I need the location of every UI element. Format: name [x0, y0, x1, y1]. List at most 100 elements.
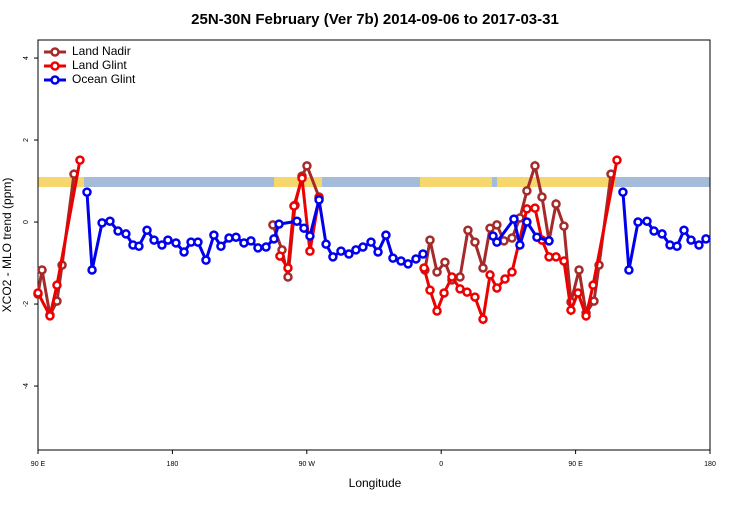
data-point [492, 237, 502, 247]
data-point [492, 220, 502, 230]
data-point [216, 241, 226, 251]
data-point [432, 306, 442, 316]
x-tick-label: 0 [439, 461, 443, 468]
data-point [573, 288, 583, 298]
data-point [633, 217, 643, 227]
data-point [581, 311, 591, 321]
data-point [679, 225, 689, 235]
data-point [75, 155, 85, 165]
data-point [209, 230, 219, 240]
y-tick-label: -2 [23, 301, 30, 307]
data-point [45, 311, 55, 321]
legend-marker [50, 61, 60, 71]
data-point [336, 246, 346, 256]
data-point [82, 187, 92, 197]
data-point [559, 221, 569, 231]
land-band [497, 177, 615, 187]
data-point [537, 192, 547, 202]
data-point [500, 274, 510, 284]
data-point [649, 226, 659, 236]
x-tick-label: 90 E [31, 461, 46, 468]
data-point [612, 155, 622, 165]
data-point [297, 173, 307, 183]
x-tick-label: 180 [704, 461, 716, 468]
data-point [522, 186, 532, 196]
data-point [440, 257, 450, 267]
data-point [530, 161, 540, 171]
data-point [551, 199, 561, 209]
data-point [283, 272, 293, 282]
data-point [105, 216, 115, 226]
data-point [305, 231, 315, 241]
data-point [532, 232, 542, 242]
data-point [381, 230, 391, 240]
data-point [246, 236, 256, 246]
data-point [463, 225, 473, 235]
data-point [157, 240, 167, 250]
data-point [624, 265, 634, 275]
land-band [420, 177, 492, 187]
data-point [163, 235, 173, 245]
data-point [403, 259, 413, 269]
data-point [358, 242, 368, 252]
data-point [701, 234, 711, 244]
data-point [388, 253, 398, 263]
x-tick-label: 90 E [568, 461, 583, 468]
data-point [373, 247, 383, 257]
data-point [274, 219, 284, 229]
legend-label: Land Nadir [72, 44, 131, 58]
land-band [274, 177, 322, 187]
data-point [574, 265, 584, 275]
data-point [462, 287, 472, 297]
surface-band [38, 177, 710, 187]
data-point [588, 280, 598, 290]
data-point [642, 216, 652, 226]
data-point [314, 195, 324, 205]
data-point [171, 238, 181, 248]
data-point [321, 239, 331, 249]
data-point [269, 234, 279, 244]
land-band [38, 177, 84, 187]
y-tick-label: 2 [23, 138, 30, 142]
data-point [201, 255, 211, 265]
data-point [33, 288, 43, 298]
data-point [419, 263, 429, 273]
data-point [87, 265, 97, 275]
data-point [478, 314, 488, 324]
legend-label: Land Glint [72, 58, 127, 72]
data-point [289, 201, 299, 211]
data-point [507, 233, 517, 243]
data-point [418, 249, 428, 259]
data-point [275, 251, 285, 261]
data-point [292, 216, 302, 226]
x-axis-label: Longitude [349, 476, 402, 490]
data-point [411, 254, 421, 264]
data-point [149, 235, 159, 245]
data-point [366, 237, 376, 247]
x-tick-label: 90 W [299, 461, 316, 468]
data-point [694, 240, 704, 250]
y-tick-label: 4 [23, 56, 30, 60]
data-point [455, 272, 465, 282]
data-point [344, 249, 354, 259]
data-point [447, 272, 457, 282]
data-point [328, 252, 338, 262]
data-point [261, 242, 271, 252]
ocean-band [38, 177, 710, 187]
data-point [425, 285, 435, 295]
data-point [283, 263, 293, 273]
y-tick-label: 0 [23, 220, 30, 224]
y-tick-label: -4 [23, 383, 30, 389]
legend-marker [50, 47, 60, 57]
data-point [470, 237, 480, 247]
data-point [522, 217, 532, 227]
data-point [507, 267, 517, 277]
data-point [515, 240, 525, 250]
data-point [544, 236, 554, 246]
data-point [672, 241, 682, 251]
data-point [618, 187, 628, 197]
data-point [193, 237, 203, 247]
data-point [686, 235, 696, 245]
legend-marker [50, 75, 60, 85]
data-point [52, 280, 62, 290]
